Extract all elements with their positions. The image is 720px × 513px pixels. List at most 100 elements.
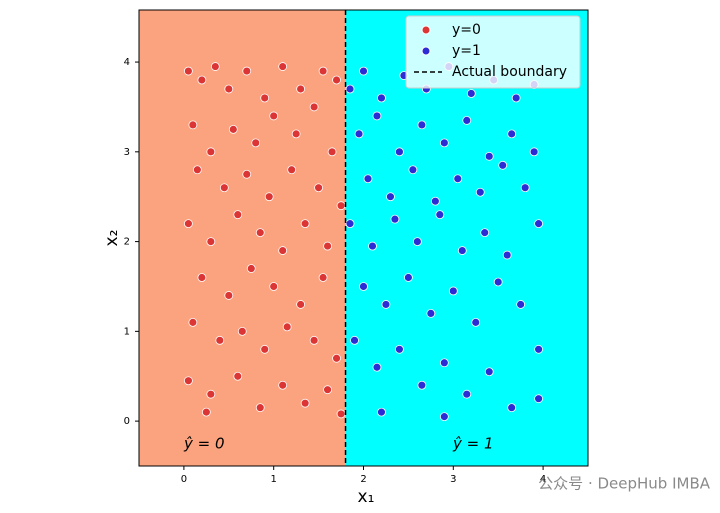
point [309,335,319,345]
region-label: ŷ = 0 [183,435,225,453]
point [296,300,306,309]
point [471,317,481,327]
point [345,84,355,94]
point [233,371,243,381]
point [278,62,288,71]
point [269,111,279,121]
legend-marker [421,25,431,35]
point [516,300,526,309]
legend: y=0 y=1 Actual boundary [405,15,581,89]
point [260,93,270,103]
y-tick-label: 3 [124,147,130,158]
legend-box [405,15,581,89]
x-tick-label: 0 [181,474,187,485]
point [246,264,256,273]
y-tick-label: 0 [124,416,130,427]
point [345,219,355,229]
point [435,210,445,220]
legend-label: y=1 [452,43,481,59]
point [417,380,427,390]
point [430,196,440,206]
point [484,151,494,161]
point [260,344,270,354]
y-axis-label: x₂ [102,230,122,247]
point [332,353,341,363]
point [188,120,198,130]
point [242,66,252,76]
point [466,89,476,98]
point [336,409,346,419]
point [534,394,544,404]
point [197,273,207,282]
point [368,241,377,251]
point [219,183,229,193]
point [300,219,310,229]
point [408,165,418,175]
point [457,246,467,255]
y-tick-label: 4 [124,57,130,68]
point [282,322,292,332]
point [484,367,494,377]
point [395,147,404,157]
legend-marker [421,46,431,56]
point [323,241,332,251]
point [377,407,386,417]
point [372,362,382,372]
point [183,219,193,229]
point [439,138,449,148]
point [336,201,346,211]
point [206,237,216,246]
point [439,412,449,422]
point [233,210,243,220]
point [534,219,544,229]
point [377,93,386,103]
point [426,309,436,318]
point [359,282,368,291]
legend-label: y=0 [452,22,481,38]
x-tick-label: 1 [271,474,277,485]
point [363,174,373,184]
point [412,237,422,246]
point [350,335,359,345]
point [453,174,463,184]
point [439,358,449,368]
point [287,165,297,175]
point [206,147,216,157]
point [264,192,274,202]
point [215,335,225,345]
point [291,129,301,139]
point [300,398,310,408]
point [314,183,324,193]
point [493,277,503,287]
point [480,228,490,238]
point [359,66,368,76]
point [309,102,319,112]
point [507,129,517,139]
point [417,120,427,130]
x-tick-label: 4 [540,474,546,485]
x-tick-label: 2 [360,474,366,485]
point [507,403,517,413]
point [520,183,530,193]
point [255,403,265,413]
point [323,385,332,395]
point [381,300,391,309]
point [354,129,364,139]
point [403,273,413,282]
point [251,138,261,148]
watermark: 公众号 · DeepHub IMBA [538,475,711,493]
x-axis-label: x₁ [358,487,375,507]
point [332,75,341,85]
region-label: ŷ = 1 [452,435,494,453]
point [269,282,279,291]
point [318,273,328,282]
point [197,75,207,85]
point [224,291,234,300]
x-tick-label: 3 [450,474,456,485]
point [395,344,404,354]
region [139,10,346,466]
point [498,160,508,170]
point [511,93,521,103]
point [224,84,234,94]
point [462,116,472,125]
